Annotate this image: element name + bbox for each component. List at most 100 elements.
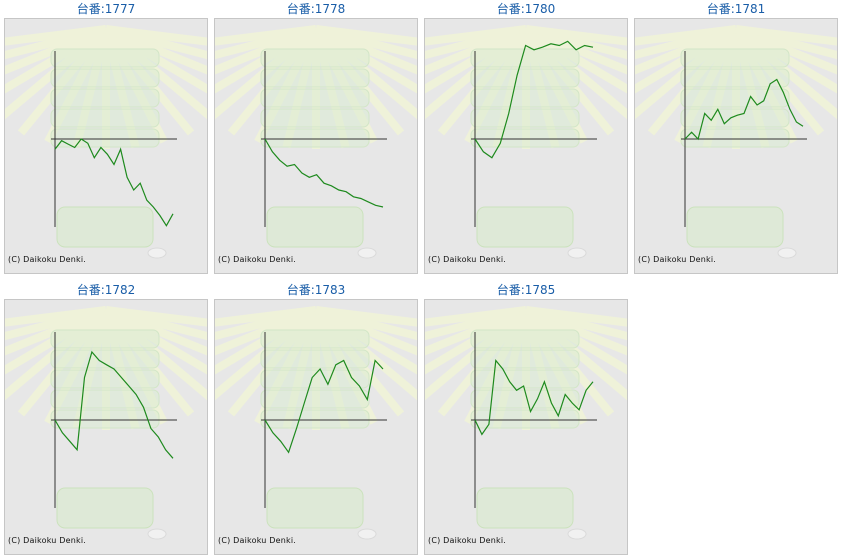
ray-shape	[674, 27, 740, 144]
copyright-text: (C) Daikoku Denki.	[428, 255, 507, 264]
ray-shape	[525, 25, 627, 46]
tray-shape	[260, 48, 370, 68]
tray-base-shape	[56, 487, 154, 529]
graph-panel: (C) Daikoku Denki.	[4, 18, 208, 274]
ray-shape	[735, 25, 837, 46]
tray-base-shape	[266, 487, 364, 529]
ray-shape	[102, 307, 195, 417]
ray-shape	[315, 306, 417, 327]
machine-cell: 台番:1782 (C) Daikoku Denki.	[4, 281, 208, 555]
machine-title-link[interactable]: 台番:1785	[496, 283, 556, 297]
ray-shape	[437, 307, 530, 417]
tray-shape	[50, 389, 160, 409]
ray-shape	[437, 26, 530, 136]
payout-line	[264, 138, 384, 208]
tray-shape	[470, 88, 580, 108]
tray-shape	[470, 48, 580, 68]
ray-shape	[522, 308, 588, 425]
machine-title-link[interactable]: 台番:1780	[496, 2, 556, 16]
ray-shape	[102, 26, 195, 136]
tray-base-shape	[56, 206, 154, 248]
machine-cell: 台番:1781 (C) Daikoku Denki.	[634, 0, 838, 274]
ray-shape	[522, 27, 588, 144]
ray-shape	[425, 25, 529, 94]
payout-line	[684, 78, 804, 141]
background-illustration	[215, 306, 417, 540]
graph-panel: (C) Daikoku Denki.	[4, 299, 208, 555]
ray-shape	[635, 25, 739, 94]
tray-shape	[470, 329, 580, 349]
tray-shape	[470, 349, 580, 369]
ray-shape	[525, 306, 627, 327]
ray-shape	[732, 26, 825, 136]
ray-shape	[315, 25, 417, 46]
tray-shape	[260, 349, 370, 369]
copyright-text: (C) Daikoku Denki.	[218, 536, 297, 545]
background-illustration	[425, 306, 627, 540]
background-illustration	[5, 306, 207, 540]
copyright-text: (C) Daikoku Denki.	[8, 255, 87, 264]
tray-base-shape	[476, 206, 574, 248]
tray-shape	[470, 108, 580, 128]
coin-shape	[357, 247, 377, 259]
background-illustration	[215, 25, 417, 259]
machine-cell: 台番:1785 (C) Daikoku Denki.	[424, 281, 628, 555]
background-illustration	[425, 25, 627, 259]
ray-shape	[312, 307, 405, 417]
ray-shape	[312, 27, 378, 144]
machine-cell: 台番:1777 (C) Daikoku Denki.	[4, 0, 208, 274]
ray-shape	[17, 26, 110, 136]
tray-shape	[50, 369, 160, 389]
tray-shape	[50, 48, 160, 68]
payout-line	[54, 138, 174, 227]
machine-title-link[interactable]: 台番:1783	[286, 283, 346, 297]
tray-shape	[260, 68, 370, 88]
graph-svg	[5, 25, 207, 259]
tray-shape	[680, 68, 790, 88]
copyright-text: (C) Daikoku Denki.	[428, 536, 507, 545]
ray-shape	[522, 26, 615, 136]
graph-svg	[215, 25, 417, 259]
tray-shape	[260, 329, 370, 349]
tray-shape	[50, 349, 160, 369]
tray-shape	[470, 128, 580, 148]
tray-shape	[470, 68, 580, 88]
tray-shape	[260, 409, 370, 429]
machine-title-link[interactable]: 台番:1782	[76, 283, 136, 297]
ray-shape	[105, 306, 207, 327]
copyright-text: (C) Daikoku Denki.	[218, 255, 297, 264]
tray-shape	[680, 48, 790, 68]
coin-shape	[147, 247, 167, 259]
machine-cell: 台番:1778 (C) Daikoku Denki.	[214, 0, 418, 274]
machine-cell: 台番:1780 (C) Daikoku Denki.	[424, 0, 628, 274]
tray-shape	[260, 108, 370, 128]
machine-title-link[interactable]: 台番:1778	[286, 2, 346, 16]
ray-shape	[215, 25, 319, 94]
tray-base-shape	[266, 206, 364, 248]
ray-shape	[464, 308, 530, 425]
graph-svg	[425, 306, 627, 540]
tray-shape	[50, 329, 160, 349]
machine-title-link[interactable]: 台番:1777	[76, 2, 136, 16]
machine-title-link[interactable]: 台番:1781	[706, 2, 766, 16]
tray-shape	[470, 369, 580, 389]
coin-shape	[777, 247, 797, 259]
payout-line	[474, 40, 594, 159]
ray-shape	[647, 26, 740, 136]
ray-shape	[215, 306, 319, 375]
ray-shape	[105, 25, 207, 46]
payout-line	[474, 359, 594, 436]
tray-shape	[260, 389, 370, 409]
tray-shape	[680, 88, 790, 108]
ray-shape	[44, 27, 110, 144]
ray-shape	[44, 308, 110, 425]
tray-shape	[260, 369, 370, 389]
ray-shape	[5, 306, 109, 375]
graph-panel: (C) Daikoku Denki.	[214, 18, 418, 274]
ray-shape	[254, 27, 320, 144]
tray-shape	[470, 409, 580, 429]
coin-shape	[567, 247, 587, 259]
graph-svg	[5, 306, 207, 540]
graph-svg	[425, 25, 627, 259]
tray-shape	[260, 128, 370, 148]
